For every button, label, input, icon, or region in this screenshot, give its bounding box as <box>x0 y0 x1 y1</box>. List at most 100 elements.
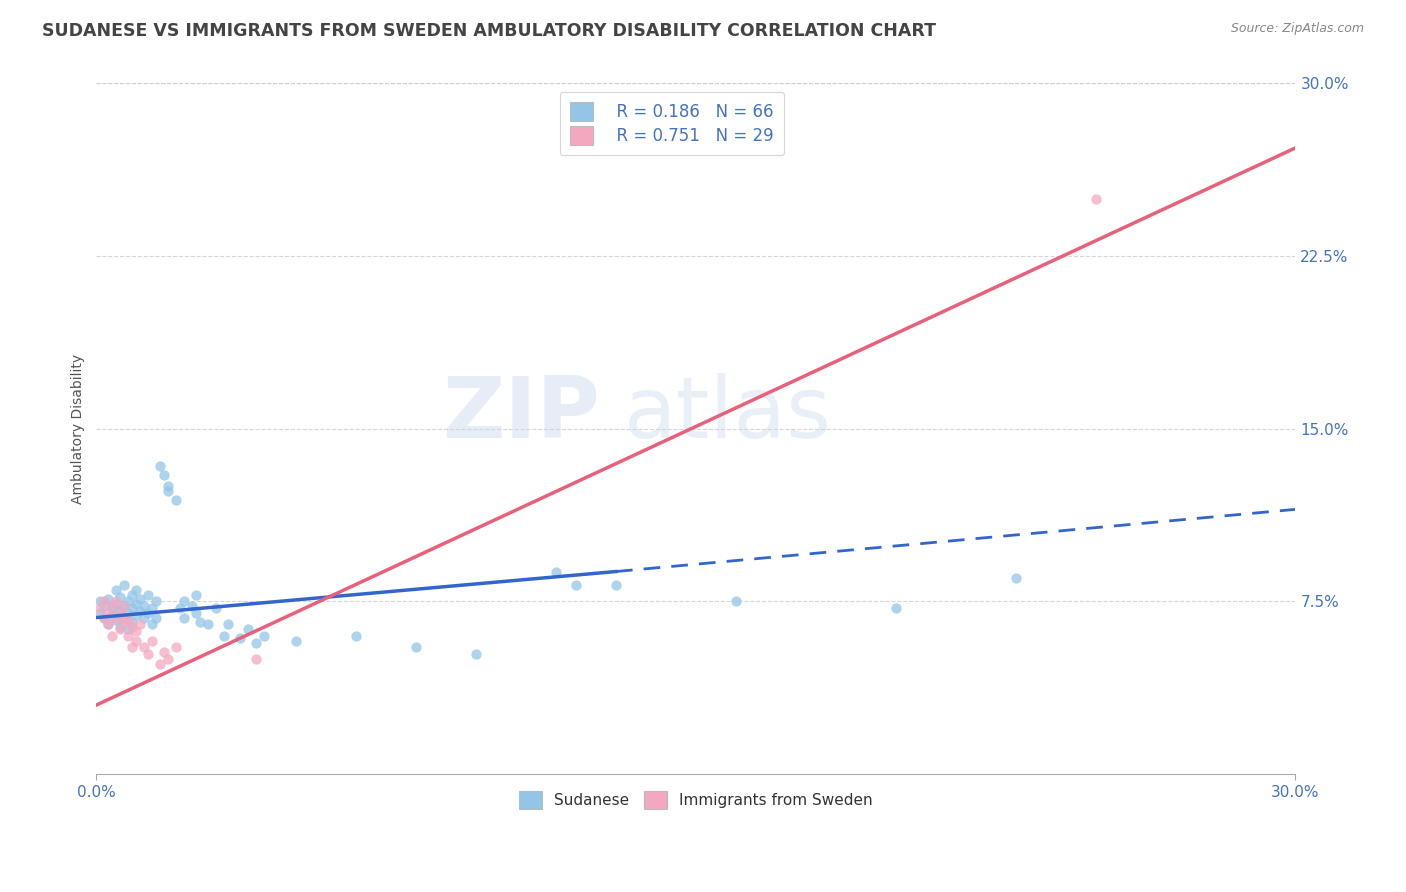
Point <box>110 620 132 634</box>
Point <box>93 610 115 624</box>
Legend: Sudanese, Immigrants from Sweden: Sudanese, Immigrants from Sweden <box>513 785 879 814</box>
Point <box>238 622 260 636</box>
Point <box>229 632 252 646</box>
Point <box>145 594 167 608</box>
Point <box>157 652 180 666</box>
Point <box>105 594 128 608</box>
Point <box>245 636 267 650</box>
Point <box>129 592 152 607</box>
Point <box>145 610 167 624</box>
Point <box>405 640 427 655</box>
Point <box>173 610 195 624</box>
Point <box>93 599 115 613</box>
Point <box>245 652 267 666</box>
Point <box>125 624 148 639</box>
Point <box>121 588 143 602</box>
Point <box>125 608 148 623</box>
Point <box>134 640 156 655</box>
Point <box>724 594 747 608</box>
Y-axis label: Ambulatory Disability: Ambulatory Disability <box>72 354 86 504</box>
Point <box>149 657 172 671</box>
Point <box>97 617 120 632</box>
Point <box>129 617 152 632</box>
Text: Source: ZipAtlas.com: Source: ZipAtlas.com <box>1230 22 1364 36</box>
Point <box>565 578 588 592</box>
Point <box>544 565 567 579</box>
Point <box>465 648 488 662</box>
Point <box>169 601 191 615</box>
Point <box>101 601 124 615</box>
Point <box>121 615 143 630</box>
Point <box>136 648 159 662</box>
Point <box>121 640 143 655</box>
Point <box>101 629 124 643</box>
Point <box>89 601 111 615</box>
Point <box>173 594 195 608</box>
Point <box>112 610 135 624</box>
Point <box>89 594 111 608</box>
Point <box>884 601 907 615</box>
Point <box>125 582 148 597</box>
Point <box>112 599 135 613</box>
Point <box>212 629 235 643</box>
Point <box>117 606 139 620</box>
Point <box>181 599 204 613</box>
Point <box>93 610 115 624</box>
Point <box>149 458 172 473</box>
Point <box>134 599 156 613</box>
Point <box>97 592 120 607</box>
Point <box>89 606 111 620</box>
Point <box>165 640 187 655</box>
Point <box>186 588 208 602</box>
Point <box>157 479 180 493</box>
Point <box>1004 571 1026 585</box>
Point <box>344 629 367 643</box>
Point <box>129 604 152 618</box>
Point <box>141 617 163 632</box>
Point <box>141 601 163 615</box>
Point <box>105 613 128 627</box>
Point <box>110 590 132 604</box>
Point <box>134 610 156 624</box>
Point <box>97 606 120 620</box>
Point <box>93 594 115 608</box>
Point <box>197 617 219 632</box>
Point <box>112 599 135 613</box>
Point <box>153 467 176 482</box>
Point <box>188 615 211 630</box>
Point <box>121 620 143 634</box>
Point <box>125 633 148 648</box>
Point <box>157 483 180 498</box>
Point <box>205 601 228 615</box>
Point <box>105 597 128 611</box>
Point <box>105 582 128 597</box>
Point <box>153 645 176 659</box>
Point <box>117 613 139 627</box>
Point <box>101 608 124 623</box>
Point <box>186 606 208 620</box>
Point <box>110 606 132 620</box>
Point <box>605 578 627 592</box>
Point <box>217 617 239 632</box>
Point <box>125 597 148 611</box>
Point <box>112 578 135 592</box>
Point <box>117 622 139 636</box>
Point <box>112 615 135 630</box>
Point <box>101 599 124 613</box>
Point <box>165 493 187 508</box>
Point <box>97 617 120 632</box>
Point <box>1084 192 1107 206</box>
Text: ZIP: ZIP <box>443 374 600 457</box>
Text: SUDANESE VS IMMIGRANTS FROM SWEDEN AMBULATORY DISABILITY CORRELATION CHART: SUDANESE VS IMMIGRANTS FROM SWEDEN AMBUL… <box>42 22 936 40</box>
Point <box>117 629 139 643</box>
Point <box>121 601 143 615</box>
Point <box>110 622 132 636</box>
Point <box>117 594 139 608</box>
Point <box>136 588 159 602</box>
Point <box>141 633 163 648</box>
Point <box>285 633 308 648</box>
Point <box>105 610 128 624</box>
Text: atlas: atlas <box>624 374 832 457</box>
Point <box>253 629 276 643</box>
Point <box>136 606 159 620</box>
